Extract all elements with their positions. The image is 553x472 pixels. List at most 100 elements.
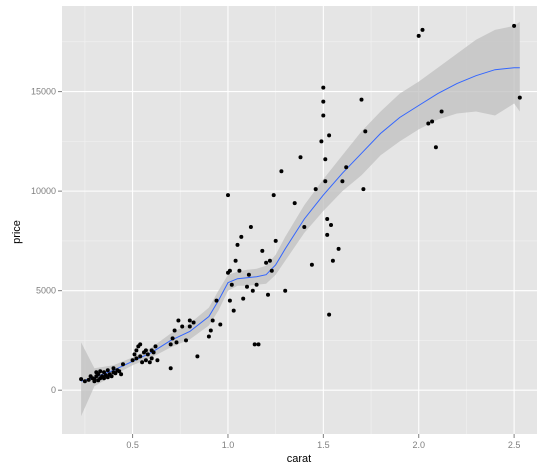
y-tick-label: 10000 — [31, 186, 56, 196]
data-point — [260, 248, 265, 253]
data-point — [187, 318, 192, 323]
data-point — [111, 366, 116, 371]
data-point — [302, 225, 307, 229]
data-point — [313, 187, 318, 192]
data-point — [248, 225, 253, 229]
data-point — [134, 356, 139, 361]
data-point — [138, 342, 143, 347]
data-point — [292, 201, 297, 206]
data-point — [283, 288, 288, 293]
data-point — [433, 145, 438, 150]
data-point — [231, 308, 236, 313]
data-point — [266, 292, 270, 297]
data-point — [298, 155, 303, 160]
data-point — [229, 282, 234, 287]
data-point — [105, 368, 110, 373]
y-tick-label: 15000 — [31, 87, 56, 97]
data-point — [321, 113, 326, 118]
data-point — [149, 356, 154, 361]
data-point — [174, 340, 179, 345]
data-point — [309, 262, 314, 267]
data-point — [184, 338, 188, 343]
data-point — [361, 187, 366, 192]
data-point — [82, 379, 87, 384]
data-point — [214, 298, 219, 303]
smooth-trend-line — [80, 67, 520, 382]
data-point — [344, 165, 349, 170]
data-point — [426, 121, 431, 126]
data-point — [416, 33, 421, 38]
x-axis-title: carat — [287, 453, 311, 465]
data-point — [168, 342, 173, 347]
x-tick-label: 1.0 — [222, 440, 235, 450]
data-point — [79, 377, 84, 382]
data-point — [130, 358, 135, 363]
x-axis-ticks: 0.5 1.0 1.5 2.0 2.5 — [126, 434, 520, 450]
data-point — [235, 242, 240, 247]
data-point — [239, 234, 244, 239]
minor-gridlines — [62, 6, 537, 434]
y-axis-ticks: 0 5000 10000 15000 — [31, 87, 62, 395]
data-point — [517, 95, 522, 100]
data-point — [512, 23, 517, 28]
data-point — [245, 284, 249, 289]
data-point — [254, 282, 259, 287]
data-point — [170, 336, 175, 341]
data-point — [256, 342, 261, 347]
data-point — [439, 109, 444, 114]
data-point — [237, 268, 242, 273]
data-point — [264, 260, 269, 265]
data-points — [79, 23, 522, 384]
data-point — [430, 119, 435, 124]
data-point — [323, 179, 328, 184]
data-point — [340, 179, 345, 184]
data-point — [250, 288, 255, 293]
y-tick-label: 0 — [51, 385, 56, 395]
data-point — [252, 342, 257, 347]
data-point — [241, 296, 246, 301]
data-point — [153, 344, 158, 349]
data-point — [134, 348, 139, 353]
data-point — [359, 97, 364, 102]
data-point — [208, 328, 213, 333]
data-point — [105, 375, 110, 380]
data-point — [363, 129, 368, 134]
data-point — [206, 334, 211, 339]
x-tick-label: 2.5 — [508, 440, 521, 450]
data-point — [329, 223, 333, 227]
data-point — [325, 217, 330, 221]
y-axis-title: price — [11, 220, 23, 244]
data-point — [191, 320, 196, 325]
data-point — [321, 99, 326, 104]
data-point — [172, 328, 177, 333]
data-point — [271, 193, 276, 198]
x-tick-label: 1.5 — [317, 440, 330, 450]
data-point — [113, 371, 118, 376]
data-point — [143, 358, 148, 363]
data-point — [246, 272, 251, 277]
x-tick-label: 2.0 — [412, 440, 425, 450]
data-point — [92, 377, 97, 382]
data-point — [330, 258, 335, 263]
data-point — [121, 362, 125, 367]
data-point — [102, 370, 106, 375]
data-point — [267, 258, 272, 263]
data-point — [86, 377, 91, 382]
data-point — [273, 238, 278, 243]
data-point — [269, 268, 274, 273]
data-point — [98, 369, 103, 374]
data-point — [176, 318, 181, 323]
confidence-ribbon — [81, 21, 520, 417]
data-point — [323, 157, 328, 162]
y-tick-label: 5000 — [36, 286, 56, 296]
data-point — [143, 348, 148, 353]
data-point — [227, 268, 232, 273]
data-point — [226, 193, 230, 198]
data-point — [119, 372, 124, 377]
data-point — [327, 312, 332, 317]
data-point — [227, 298, 232, 303]
data-point — [180, 324, 185, 329]
data-point — [96, 372, 101, 377]
data-point — [279, 169, 284, 174]
